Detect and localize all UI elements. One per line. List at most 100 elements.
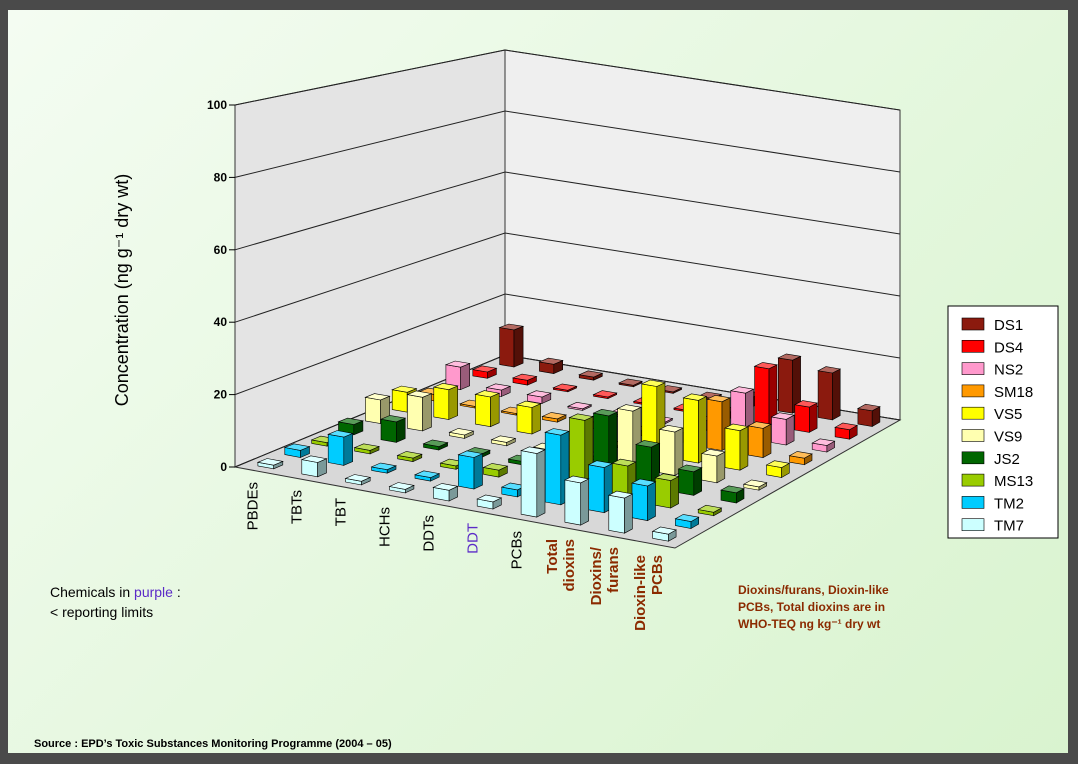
bar-top [777, 353, 802, 361]
legend-label: DS4 [994, 339, 1023, 356]
bar-front [407, 394, 423, 432]
bar-top [616, 404, 642, 412]
bar [474, 390, 501, 428]
bar [618, 378, 644, 388]
bar-top [552, 383, 578, 391]
legend-label: NS2 [994, 362, 1023, 379]
bar-top [592, 408, 618, 417]
bar-side [343, 432, 354, 466]
bar-front [631, 482, 648, 521]
x-tick-label: PCBs [508, 530, 526, 570]
bar [697, 504, 723, 517]
bar [256, 458, 284, 470]
bar [538, 357, 564, 375]
bar-top [568, 413, 594, 421]
legend-swatch [961, 518, 985, 532]
bar-side [531, 403, 541, 435]
bar-side [832, 368, 841, 421]
bar [724, 423, 749, 471]
bar-top [344, 474, 372, 482]
bar-top [388, 482, 415, 490]
bar [444, 360, 471, 391]
bar [476, 494, 503, 510]
bar-side [490, 392, 500, 428]
bar-front [817, 370, 833, 421]
bar-top [541, 412, 568, 420]
bar [422, 439, 449, 451]
bar-top [677, 464, 703, 473]
bar-top [544, 428, 570, 436]
bar [552, 383, 578, 393]
bar [353, 443, 381, 455]
bar-front [475, 393, 491, 428]
bar-front [683, 397, 699, 464]
bar-top [697, 504, 723, 513]
bar-side [647, 481, 656, 522]
bar [682, 393, 708, 464]
bar-top [611, 458, 637, 467]
bar-top [391, 385, 418, 393]
bar [651, 526, 677, 542]
bar-front [857, 408, 873, 427]
note-line: Dioxins/furans, Dioxin-like [738, 583, 889, 597]
legend-label: SM18 [994, 384, 1033, 401]
legend-label: MS13 [994, 473, 1033, 490]
legend-swatch [961, 317, 985, 331]
legend-label: TM2 [994, 495, 1024, 512]
bar-top [706, 394, 731, 403]
bar-top [563, 475, 590, 484]
y-tick-label: 0 [220, 460, 227, 474]
grid-line [234, 232, 901, 323]
bar [498, 323, 525, 368]
bar-top [729, 386, 755, 394]
bar-top [498, 323, 525, 331]
legend-swatch [961, 362, 985, 375]
bar [770, 412, 796, 446]
bar-side [808, 402, 818, 433]
bar [379, 415, 407, 443]
bar-top [256, 458, 284, 466]
bar-top [640, 379, 666, 387]
bar [640, 379, 666, 457]
bar [765, 460, 791, 479]
bar [283, 443, 311, 458]
bar-side [448, 385, 459, 420]
bar-top [592, 390, 618, 398]
bar-front [678, 468, 695, 496]
legend-label: VS9 [994, 429, 1022, 446]
bar-top [422, 439, 449, 447]
legend-swatch [961, 496, 985, 509]
bar-side [580, 478, 590, 526]
legend-swatch [961, 384, 985, 398]
y-tick-label: 100 [207, 98, 227, 112]
annotation-highlight: purple [134, 584, 173, 600]
bar-side [716, 451, 726, 484]
bar [592, 390, 618, 400]
bar-front [608, 494, 625, 534]
bar-top [476, 494, 503, 503]
bar [793, 400, 819, 433]
bar [520, 446, 546, 518]
bar [482, 463, 509, 478]
bar-top [834, 422, 859, 431]
bar-top [631, 478, 657, 487]
y-tick-label: 60 [214, 243, 228, 257]
bar-top [587, 460, 614, 468]
bar-front [544, 431, 562, 506]
bar [700, 448, 726, 484]
bar-top [747, 421, 772, 429]
bar [654, 473, 680, 509]
bar-top [353, 443, 381, 451]
bar [747, 421, 772, 459]
bar-top [720, 485, 745, 494]
bar [566, 401, 593, 411]
bar-top [607, 490, 634, 499]
bar [578, 370, 604, 381]
bar-top [753, 362, 778, 370]
bar-top [618, 378, 644, 386]
x-tick-label: Total dioxins [543, 538, 578, 592]
legend-swatch [961, 451, 985, 465]
bar-front [391, 389, 408, 413]
bar-top [635, 440, 661, 448]
bar-top [396, 451, 423, 459]
